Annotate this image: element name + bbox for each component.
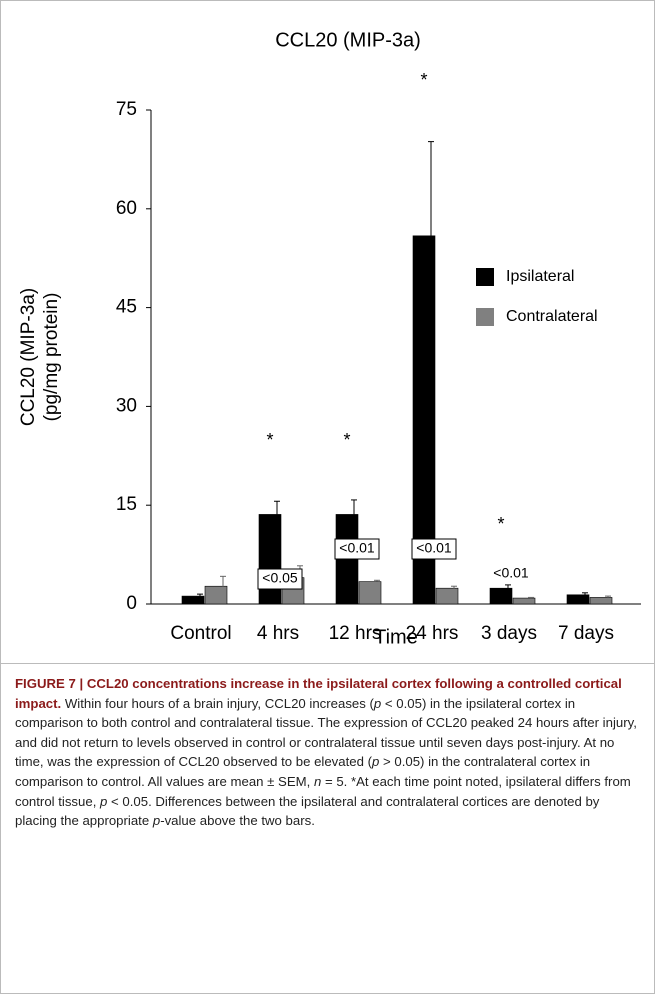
p-value-box — [411, 538, 457, 560]
significance-star: * — [343, 430, 350, 450]
caption-text: n — [313, 773, 322, 789]
legend-swatch — [476, 268, 494, 286]
y-axis-label: CCL20 (MIP-3a) — [18, 288, 39, 426]
error-bar — [582, 592, 588, 595]
error-bar — [274, 500, 280, 515]
error-bar — [220, 575, 226, 587]
legend-label: Ipsilateral — [506, 268, 574, 285]
error-bar — [197, 593, 203, 597]
p-value-label: <0.01 — [493, 565, 529, 581]
p-value-label: <0.01 — [416, 540, 452, 556]
significance-star: * — [497, 514, 504, 534]
error-bar — [505, 584, 511, 589]
y-tick-label: 45 — [116, 297, 137, 318]
significance-star: * — [420, 70, 427, 90]
legend-label: Contralateral — [506, 308, 598, 325]
caption-text: -value above the two bars. — [160, 813, 315, 829]
caption-heading: FIGURE 7 | CCL20 concentrations increase… — [15, 676, 622, 711]
bar — [589, 597, 613, 605]
x-axis-label: Time — [374, 626, 418, 648]
bar — [566, 594, 590, 605]
legend-swatch — [476, 308, 494, 326]
x-tick-label: 12 hrs — [329, 623, 382, 644]
caption-text: p — [372, 754, 380, 770]
p-value-box — [334, 538, 380, 560]
error-bar — [374, 579, 380, 582]
error-bar — [428, 141, 434, 236]
y-tick-label: 15 — [116, 494, 137, 515]
error-bar — [451, 585, 457, 589]
y-tick-label: 60 — [116, 198, 137, 219]
x-tick-label: 4 hrs — [257, 623, 299, 644]
x-tick-label: 7 days — [558, 623, 614, 644]
caption-text: p — [152, 813, 161, 829]
caption-text: p — [373, 695, 382, 711]
caption-text: = 5. *At each time point noted, ipsilate… — [15, 773, 631, 809]
chart: CCL20 (MIP-3a) Time CCL20 (MIP-3a) (pg/m… — [18, 29, 641, 648]
p-value-label: <0.01 — [339, 540, 375, 556]
y-tick-label: 0 — [126, 593, 137, 614]
x-tick-label: 3 days — [481, 623, 537, 644]
caption-text: p — [100, 793, 108, 809]
chart-title: CCL20 (MIP-3a) — [275, 29, 421, 51]
bar — [512, 597, 536, 605]
x-tick-label: 24 hrs — [406, 623, 459, 644]
x-tick-label: Control — [170, 623, 231, 644]
error-bar — [605, 595, 611, 598]
bar — [181, 595, 205, 605]
caption-text: < 0.05. Differences between the ipsilate… — [15, 793, 600, 829]
bar — [412, 235, 436, 605]
error-bar — [528, 596, 534, 599]
error-bar — [351, 499, 357, 515]
caption: FIGURE 7 | CCL20 concentrations increase… — [1, 663, 654, 841]
y-tick-label: 75 — [116, 99, 137, 120]
bar — [258, 514, 282, 605]
significance-star: * — [266, 430, 273, 450]
bar — [435, 587, 459, 605]
p-value-box — [257, 568, 303, 590]
y-tick-label: 30 — [116, 395, 137, 416]
p-value-label: <0.05 — [262, 570, 298, 586]
bar — [489, 587, 513, 605]
caption-text: < 0.05) in the ipsilateral cortex in com… — [15, 695, 637, 770]
caption-text: > 0.05) in the contralateral cortex in c… — [15, 754, 591, 789]
bar — [204, 585, 228, 605]
bar — [358, 581, 382, 605]
y-axis-label: (pg/mg protein) — [41, 293, 62, 422]
caption-text: Within four hours of a brain injury, CCL… — [61, 695, 374, 711]
